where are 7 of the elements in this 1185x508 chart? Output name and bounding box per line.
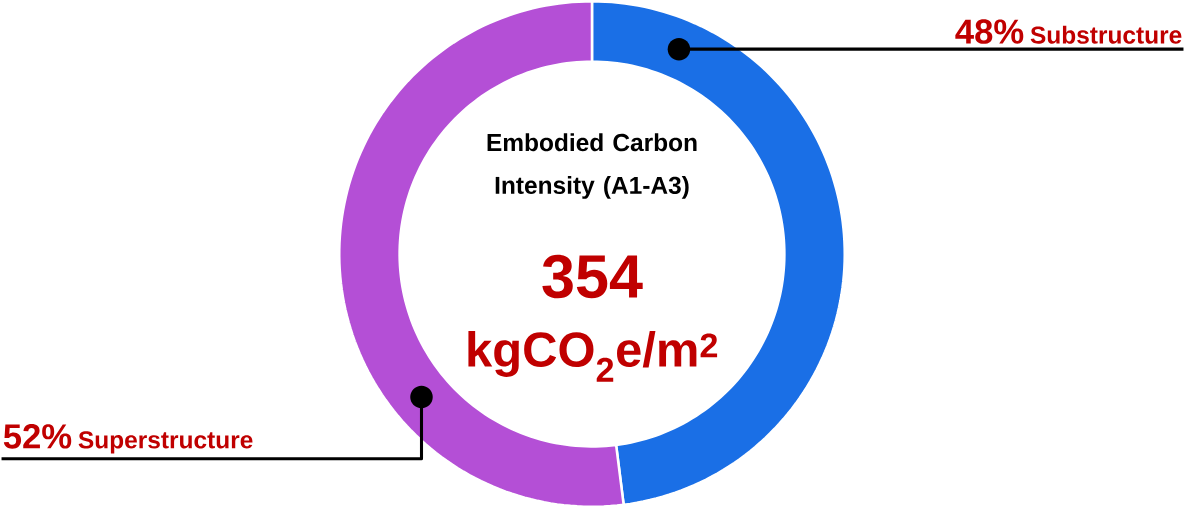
data-label: 48%	[955, 19, 1024, 44]
data-label: 52%	[3, 424, 72, 449]
text: 354	[542, 254, 643, 299]
slice-label: Substructure	[1030, 25, 1182, 44]
text: kgCO$_{2}$e/m$^{2}$	[468, 331, 718, 382]
text: Embodied Carbon Intensity (A1-A3)	[487, 133, 697, 199]
slice-label: Superstructure	[78, 431, 253, 454]
